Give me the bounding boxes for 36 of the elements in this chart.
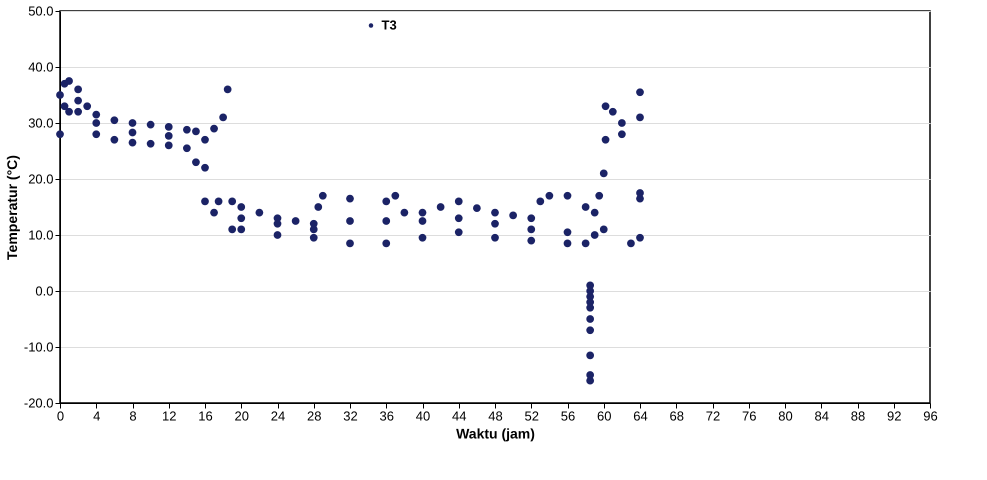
- x-tick-label: 12: [162, 408, 176, 424]
- x-tick-label: 48: [488, 408, 503, 424]
- y-tick-label: 10.0: [28, 228, 54, 242]
- x-tick-label: 20: [234, 408, 249, 424]
- x-tick-label: 36: [380, 408, 394, 424]
- x-tick-label: 76: [742, 408, 756, 424]
- x-tick-label: 92: [887, 408, 902, 424]
- y-tick-label: 50.0: [28, 4, 54, 18]
- x-axis-title: Waktu (jam): [456, 426, 535, 442]
- x-tick-label: 16: [198, 408, 213, 424]
- x-tick-label: 88: [850, 408, 866, 424]
- x-tick-label: 60: [597, 408, 612, 424]
- x-tick-label: 24: [270, 408, 286, 424]
- x-tick-label: 52: [524, 408, 539, 424]
- x-tick-label: 72: [706, 408, 720, 424]
- x-tick-label: 44: [452, 408, 466, 424]
- x-tick-label: 4: [93, 408, 100, 424]
- y-tick-label: -10.0: [24, 340, 54, 354]
- legend-label: T3: [382, 18, 397, 32]
- x-tick-label: 56: [560, 408, 576, 424]
- x-tick-label: 80: [778, 408, 793, 424]
- x-tick-label: 40: [416, 408, 430, 424]
- y-tick-label: -20.0: [24, 396, 54, 410]
- y-tick-label: 20.0: [28, 172, 54, 186]
- y-tick-label: 40.0: [28, 60, 54, 74]
- y-tick-label: 30.0: [28, 116, 54, 130]
- x-tick-label: 64: [633, 408, 648, 424]
- y-tick-label: 0.0: [35, 284, 54, 298]
- x-tick-label: 8: [129, 408, 137, 424]
- y-axis-title: Temperatur (°C): [4, 155, 20, 260]
- x-tick-label: 96: [923, 408, 938, 424]
- x-tick-label: 84: [814, 408, 829, 424]
- x-tick-label: 68: [670, 408, 684, 424]
- x-tick-label: 32: [343, 408, 358, 424]
- x-tick-label: 0: [56, 408, 64, 424]
- x-tick-label: 28: [307, 408, 322, 424]
